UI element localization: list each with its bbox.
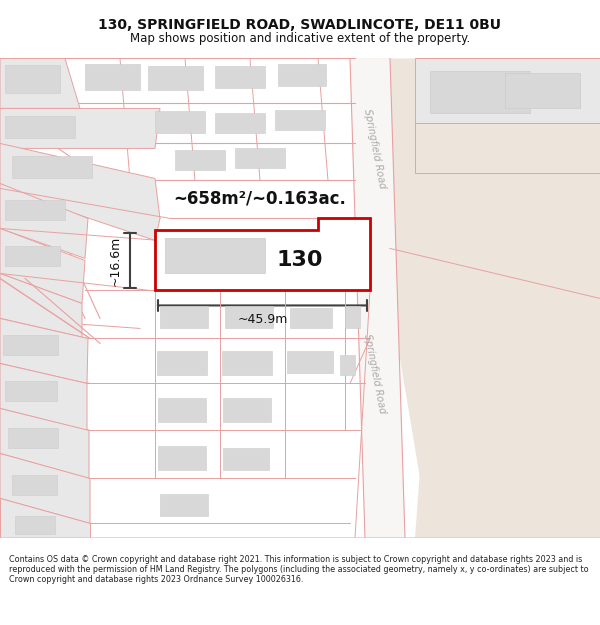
- Bar: [158, 399, 206, 422]
- Bar: [5, 246, 60, 266]
- Bar: [430, 71, 530, 114]
- Bar: [222, 351, 272, 376]
- Bar: [223, 399, 271, 422]
- Polygon shape: [350, 58, 405, 539]
- Text: Contains OS data © Crown copyright and database right 2021. This information is : Contains OS data © Crown copyright and d…: [9, 554, 589, 584]
- Bar: [225, 306, 273, 329]
- Polygon shape: [0, 109, 160, 148]
- Text: Springfield Road: Springfield Road: [362, 332, 388, 414]
- Bar: [340, 356, 355, 376]
- Bar: [235, 148, 285, 168]
- Bar: [3, 336, 58, 356]
- Bar: [345, 306, 360, 329]
- Bar: [160, 306, 208, 329]
- Text: 130, SPRINGFIELD ROAD, SWADLINCOTE, DE11 0BU: 130, SPRINGFIELD ROAD, SWADLINCOTE, DE11…: [98, 18, 502, 32]
- Bar: [215, 114, 265, 133]
- Bar: [287, 351, 333, 374]
- Bar: [157, 351, 207, 376]
- Polygon shape: [415, 58, 600, 539]
- Polygon shape: [0, 143, 160, 241]
- Bar: [215, 66, 265, 88]
- Bar: [155, 111, 205, 133]
- Polygon shape: [0, 454, 90, 524]
- Bar: [158, 446, 206, 471]
- Polygon shape: [155, 218, 370, 291]
- Polygon shape: [0, 274, 82, 339]
- Bar: [12, 156, 92, 179]
- Text: 130: 130: [277, 251, 323, 271]
- Polygon shape: [0, 363, 87, 431]
- Bar: [85, 64, 140, 91]
- Text: ~16.6m: ~16.6m: [109, 235, 121, 286]
- Polygon shape: [0, 184, 88, 259]
- Bar: [5, 66, 60, 93]
- Bar: [5, 381, 57, 401]
- Polygon shape: [350, 58, 600, 539]
- Bar: [12, 476, 57, 496]
- Bar: [5, 201, 65, 221]
- Bar: [148, 66, 203, 91]
- Bar: [275, 111, 325, 131]
- Text: Springfield Road: Springfield Road: [362, 107, 388, 189]
- Polygon shape: [0, 499, 90, 539]
- Polygon shape: [0, 409, 89, 479]
- Polygon shape: [415, 58, 600, 539]
- Polygon shape: [415, 58, 600, 124]
- Bar: [160, 494, 208, 516]
- Bar: [8, 429, 58, 449]
- Bar: [505, 73, 580, 109]
- Bar: [15, 516, 55, 534]
- Polygon shape: [0, 228, 85, 303]
- Bar: [5, 116, 75, 138]
- Bar: [223, 449, 269, 471]
- Bar: [175, 151, 225, 171]
- Bar: [290, 308, 332, 329]
- Bar: [278, 64, 326, 86]
- Polygon shape: [0, 318, 88, 384]
- Polygon shape: [0, 58, 80, 109]
- Text: ~658m²/~0.163ac.: ~658m²/~0.163ac.: [173, 189, 346, 208]
- Text: ~45.9m: ~45.9m: [238, 313, 287, 326]
- Bar: [165, 238, 265, 274]
- Text: Map shows position and indicative extent of the property.: Map shows position and indicative extent…: [130, 32, 470, 45]
